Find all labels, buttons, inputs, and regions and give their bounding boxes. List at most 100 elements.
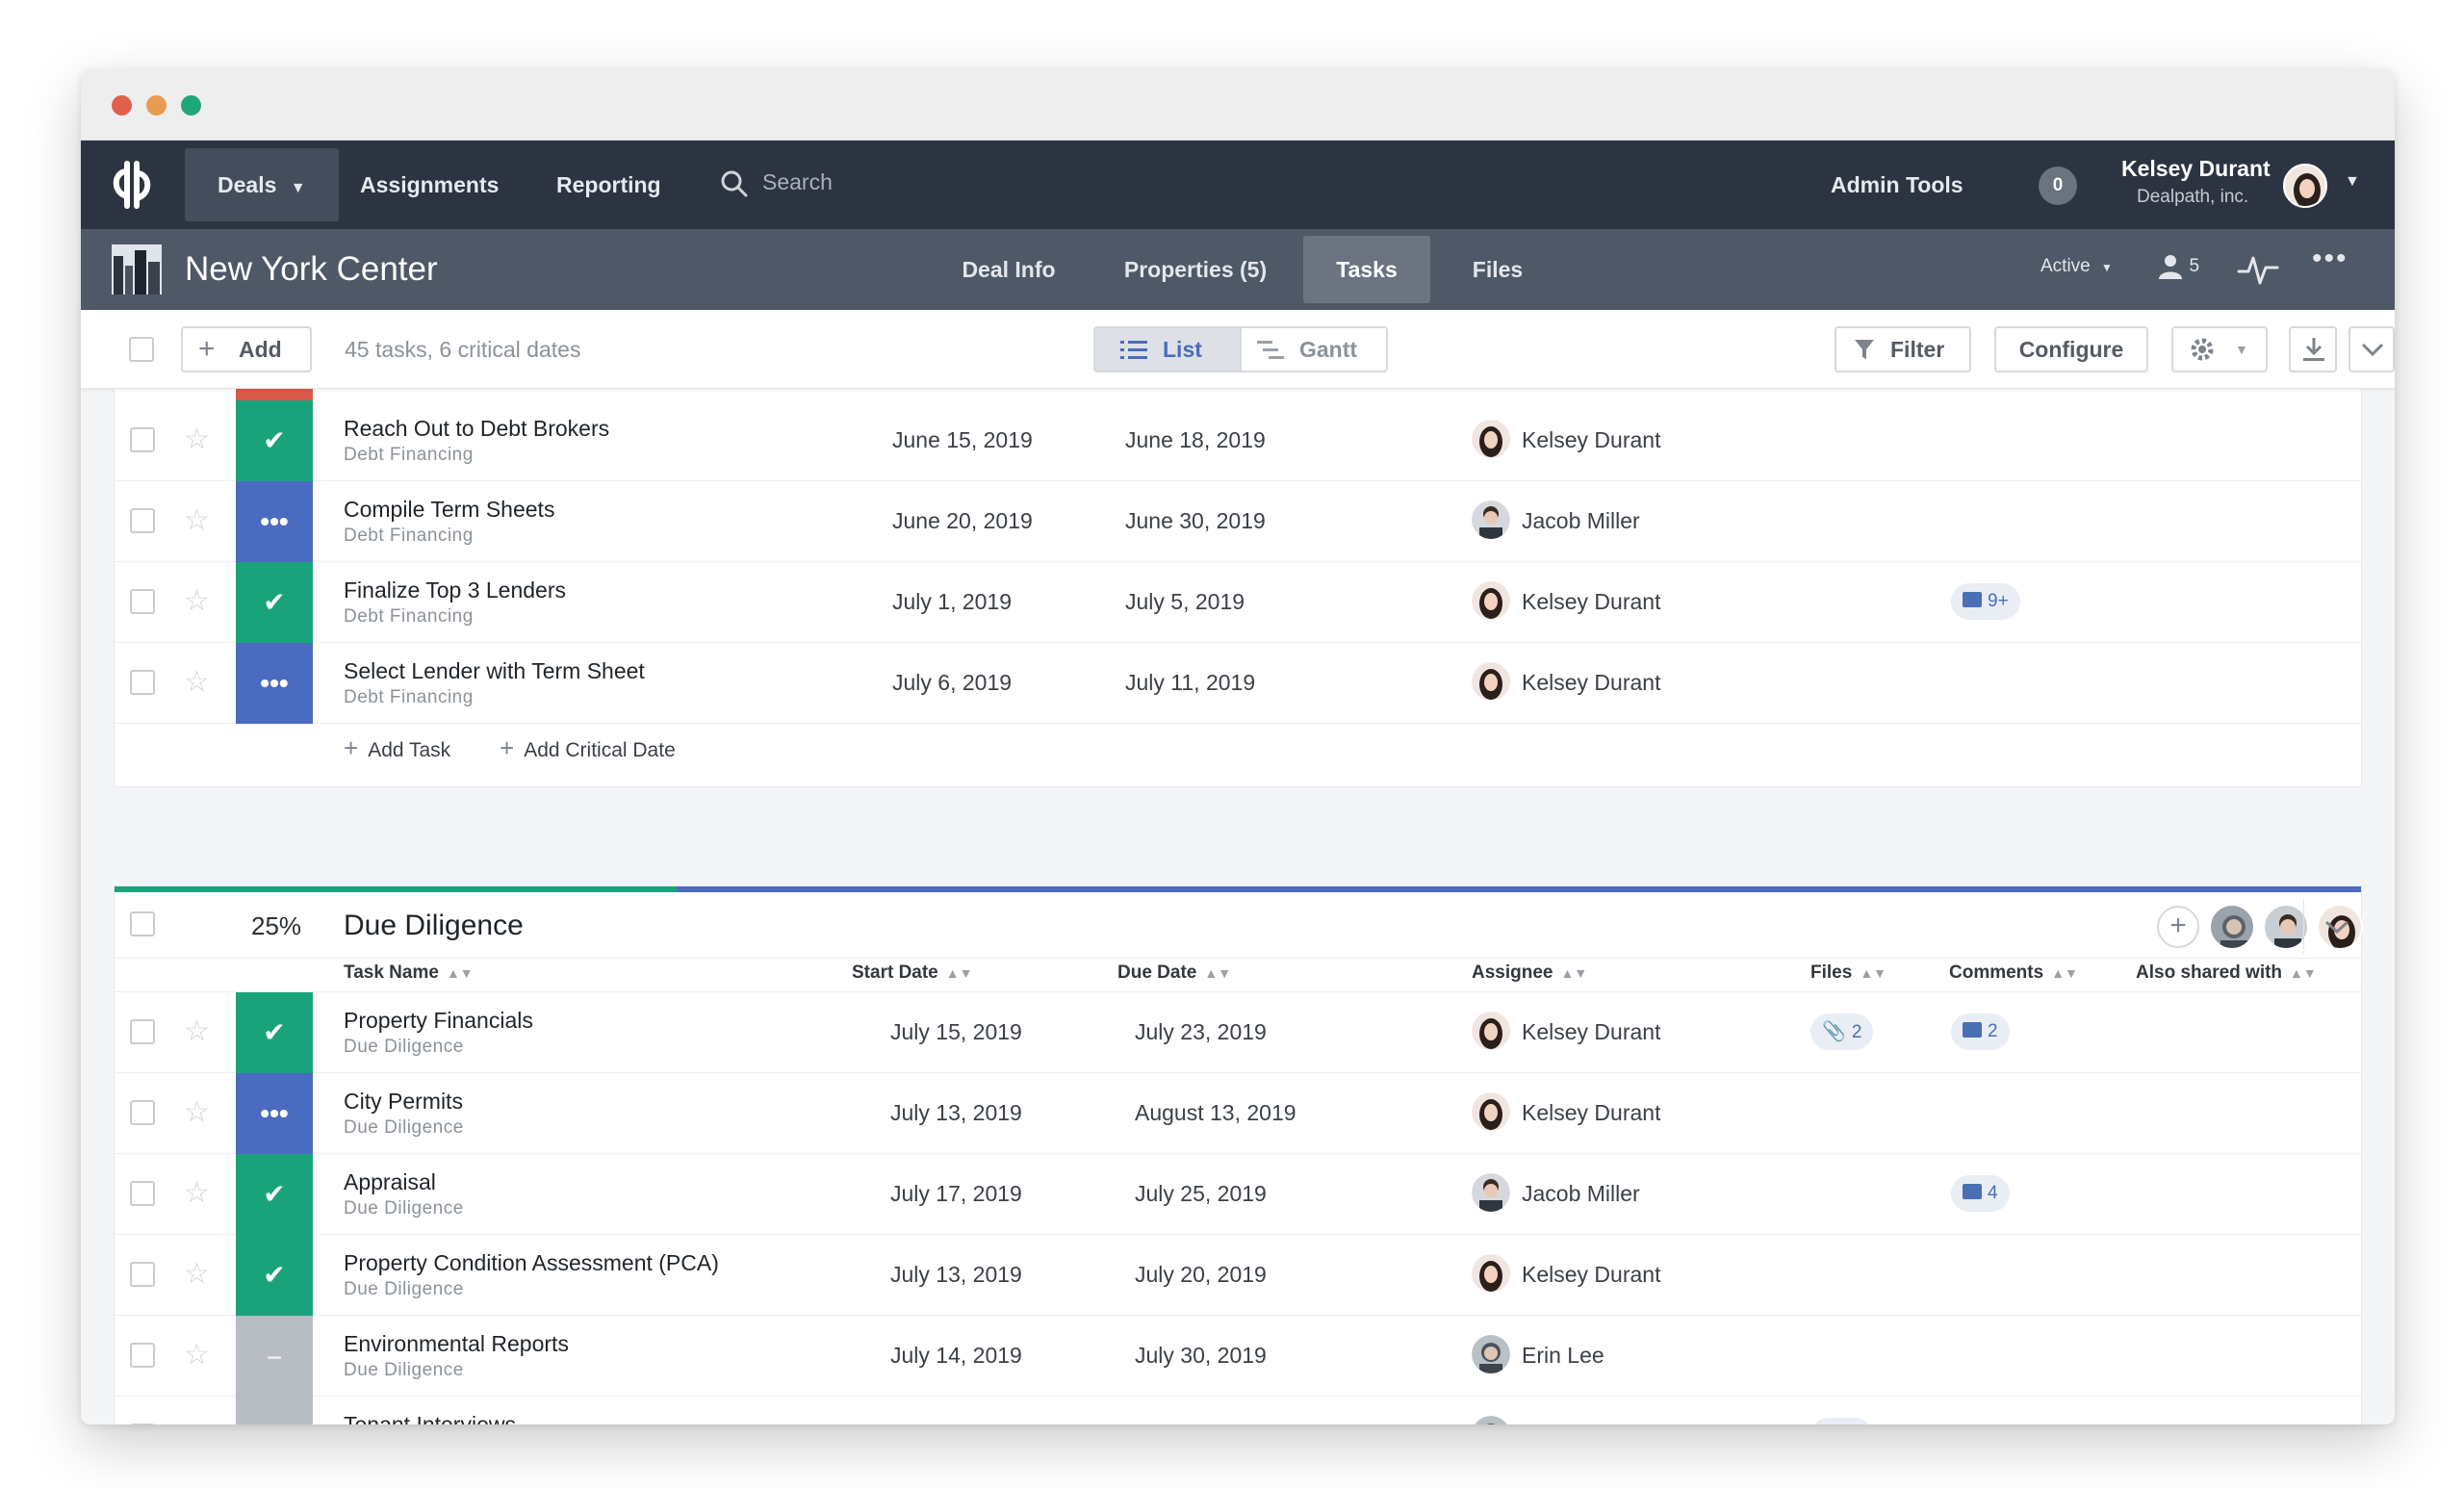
- star-icon[interactable]: ☆: [184, 1015, 210, 1047]
- star-icon[interactable]: ☆: [184, 1339, 210, 1371]
- user-name[interactable]: Kelsey Durant: [2121, 156, 2271, 181]
- tab-tasks[interactable]: Tasks: [1303, 236, 1430, 303]
- tab-deal-info[interactable]: Deal Info: [962, 257, 1056, 282]
- task-name[interactable]: City Permits: [344, 1089, 463, 1114]
- task-name[interactable]: Property Condition Assessment (PCA): [344, 1250, 719, 1275]
- star-icon[interactable]: ☆: [184, 585, 210, 617]
- group-select-checkbox[interactable]: [130, 911, 155, 936]
- task-checkbox[interactable]: [130, 1181, 155, 1206]
- task-name[interactable]: Property Financials: [344, 1008, 533, 1033]
- header-assignee[interactable]: Assignee ▲▼: [1472, 962, 1587, 984]
- task-status-in-progress[interactable]: •••: [236, 643, 313, 724]
- task-checkbox[interactable]: [130, 1100, 155, 1125]
- settings-dropdown-button[interactable]: ▼: [2171, 326, 2268, 372]
- star-icon[interactable]: ☆: [184, 423, 210, 455]
- task-checkbox[interactable]: [130, 1343, 155, 1368]
- task-row[interactable]: ☆ ✔ Finalize Top 3 Lenders Debt Financing Ju…: [115, 562, 2361, 643]
- task-row[interactable]: ☆ ✔ Reach Out to Debt Brokers Debt Financin…: [115, 400, 2361, 481]
- star-icon[interactable]: ☆: [184, 1177, 210, 1209]
- shared-avatar[interactable]: [2263, 904, 2309, 950]
- group-title[interactable]: Due Diligence: [344, 910, 524, 941]
- download-button[interactable]: [2289, 326, 2337, 372]
- task-status-complete[interactable]: ✔: [236, 562, 313, 643]
- task-assignee[interactable]: Kelsey Durant: [1522, 589, 1661, 614]
- task-checkbox[interactable]: [130, 670, 155, 695]
- add-critical-date-button[interactable]: + Add Critical Date: [500, 733, 676, 763]
- task-assignee[interactable]: Jacob Miller: [1522, 508, 1640, 533]
- header-start-date[interactable]: Start Date ▲▼: [852, 962, 972, 984]
- close-window-button[interactable]: [112, 95, 132, 115]
- search-input[interactable]: Search: [762, 169, 833, 194]
- more-options-icon[interactable]: •••: [2312, 243, 2348, 274]
- deal-members-button[interactable]: 5: [2156, 252, 2199, 287]
- star-icon[interactable]: ☆: [184, 1096, 210, 1128]
- task-assignee[interactable]: Kelsey Durant: [1522, 1019, 1661, 1044]
- activity-icon[interactable]: [2237, 250, 2279, 294]
- add-button[interactable]: + Add: [181, 326, 312, 372]
- star-icon[interactable]: ☆: [184, 666, 210, 698]
- task-row[interactable]: ☆ ✔ Appraisal Due Diligence July 17, 2019 Jul…: [115, 1154, 2361, 1235]
- task-checkbox[interactable]: [130, 1019, 155, 1044]
- share-add-button[interactable]: +: [2157, 906, 2199, 948]
- task-name[interactable]: Tenant Interviews: [344, 1412, 516, 1424]
- header-also-shared-with[interactable]: Also shared with ▲▼: [2136, 962, 2317, 984]
- task-checkbox[interactable]: [130, 1262, 155, 1287]
- task-status-in-progress[interactable]: •••: [236, 1073, 313, 1154]
- task-name[interactable]: Finalize Top 3 Lenders: [344, 577, 566, 603]
- header-due-date[interactable]: Due Date ▲▼: [1117, 962, 1231, 984]
- task-checkbox[interactable]: [130, 508, 155, 533]
- collapse-all-button[interactable]: [2348, 326, 2395, 372]
- shared-avatar[interactable]: [2317, 904, 2363, 950]
- task-row[interactable]: ☆ – Environmental Reports Due Diligence July…: [115, 1316, 2361, 1397]
- files-badge[interactable]: 📎1: [1810, 1418, 1874, 1424]
- tasks-content[interactable]: ☆ ✔ Reach Out to Debt Brokers Debt Financin…: [81, 389, 2395, 1424]
- task-name[interactable]: Compile Term Sheets: [344, 497, 555, 522]
- task-name[interactable]: Reach Out to Debt Brokers: [344, 416, 610, 441]
- task-row[interactable]: ☆ ✔ Property Financials Due Diligence July 1…: [115, 992, 2361, 1073]
- header-files[interactable]: Files ▲▼: [1810, 962, 1886, 984]
- task-assignee[interactable]: Kelsey Durant: [1522, 1262, 1661, 1287]
- task-status-complete[interactable]: ✔: [236, 1154, 313, 1235]
- task-name[interactable]: Environmental Reports: [344, 1331, 569, 1356]
- star-icon[interactable]: ☆: [184, 504, 210, 536]
- task-row[interactable]: ☆ ✔ Property Condition Assessment (PCA) Due…: [115, 1235, 2361, 1316]
- task-status-not-started[interactable]: –: [236, 1397, 313, 1424]
- task-assignee[interactable]: Kelsey Durant: [1522, 670, 1661, 695]
- header-task-name[interactable]: Task Name ▲▼: [344, 962, 474, 984]
- add-task-button[interactable]: + Add Task: [344, 733, 450, 763]
- star-icon[interactable]: ☆: [184, 1420, 210, 1424]
- comments-badge[interactable]: 2: [1951, 1013, 2010, 1050]
- task-assignee[interactable]: Kelsey Durant: [1522, 1100, 1661, 1125]
- notification-badge[interactable]: 0: [2039, 167, 2077, 205]
- comments-badge[interactable]: 4: [1951, 1175, 2010, 1212]
- star-icon[interactable]: ☆: [184, 1258, 210, 1290]
- user-avatar[interactable]: [2283, 164, 2327, 208]
- task-status-not-started[interactable]: –: [236, 1316, 313, 1397]
- task-assignee[interactable]: Erin Lee: [1522, 1343, 1604, 1368]
- nav-deals-dropdown[interactable]: Deals ▼: [185, 148, 339, 221]
- task-assignee[interactable]: Jacob Miller: [1522, 1181, 1640, 1206]
- task-status-complete[interactable]: ✔: [236, 992, 313, 1073]
- task-row[interactable]: ☆ ••• City Permits Due Diligence July 13, 20…: [115, 1073, 2361, 1154]
- files-badge[interactable]: 📎 2: [1810, 1013, 1874, 1050]
- configure-button[interactable]: Configure: [1994, 326, 2148, 372]
- admin-tools-link[interactable]: Admin Tools: [1831, 172, 1964, 197]
- deal-status-dropdown[interactable]: Active ▼: [2040, 256, 2113, 277]
- maximize-window-button[interactable]: [181, 95, 201, 115]
- nav-assignments[interactable]: Assignments: [360, 172, 500, 197]
- filter-button[interactable]: Filter: [1835, 326, 1971, 372]
- task-status-complete[interactable]: ✔: [236, 400, 313, 481]
- task-status-complete[interactable]: ✔: [236, 1235, 313, 1316]
- tab-files[interactable]: Files: [1472, 257, 1524, 282]
- task-row[interactable]: ☆ ••• Compile Term Sheets Debt Financing Jun…: [115, 481, 2361, 562]
- tab-properties[interactable]: Properties (5): [1123, 257, 1268, 282]
- task-checkbox[interactable]: [130, 427, 155, 452]
- search-icon[interactable]: [720, 169, 749, 198]
- task-assignee[interactable]: Kelsey Durant: [1522, 427, 1661, 452]
- task-name[interactable]: Appraisal: [344, 1169, 436, 1194]
- task-row[interactable]: ☆ ••• Select Lender with Term Sheet Debt Fi…: [115, 643, 2361, 724]
- task-checkbox[interactable]: [130, 589, 155, 614]
- task-name[interactable]: Select Lender with Term Sheet: [344, 658, 645, 683]
- dealpath-logo-icon[interactable]: [108, 158, 156, 212]
